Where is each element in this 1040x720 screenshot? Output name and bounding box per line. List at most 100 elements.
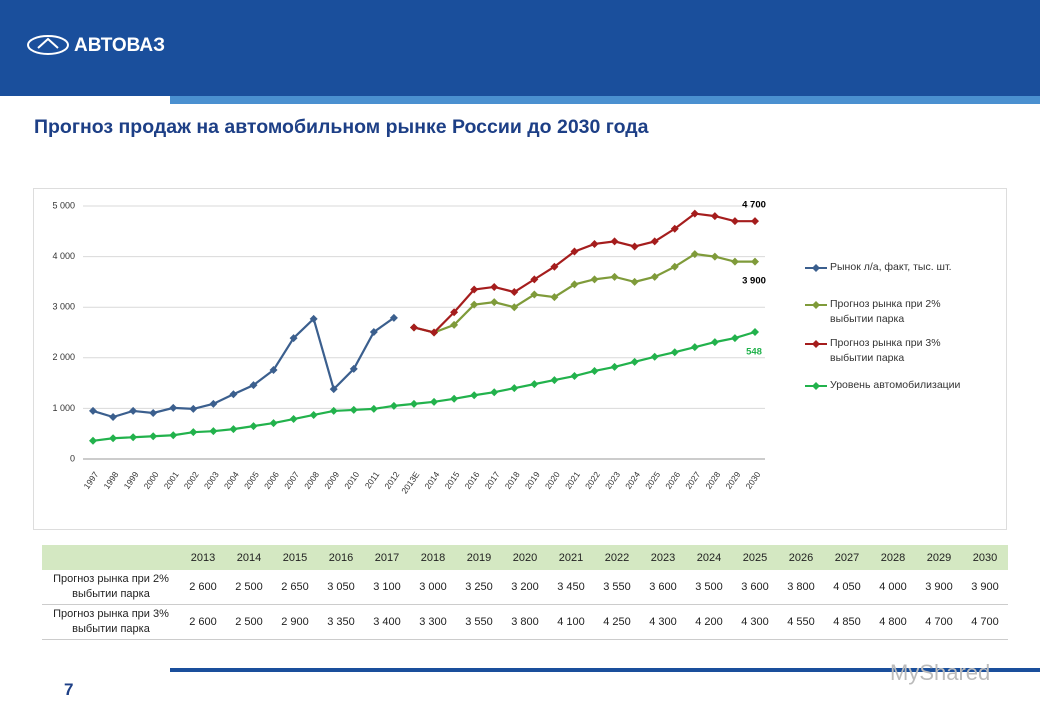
marker xyxy=(690,209,699,218)
legend-marker xyxy=(812,340,820,348)
column-header: 2024 xyxy=(686,545,732,570)
annotation: 3 900 xyxy=(742,276,766,287)
series-line xyxy=(413,252,755,334)
cell: 3 050 xyxy=(327,581,355,593)
legend-marker xyxy=(812,264,820,272)
marker xyxy=(430,328,439,337)
cell: 4 700 xyxy=(925,616,953,628)
title: Прогноз продаж на автомобильном рынке Ро… xyxy=(34,116,649,138)
x-tick-label: 2014 xyxy=(422,469,441,490)
legend-marker xyxy=(812,301,820,309)
x-tick-label: 2012 xyxy=(382,469,401,490)
column-header: 2028 xyxy=(870,545,916,570)
annotation: 4 700 xyxy=(742,200,766,211)
column-header: 2021 xyxy=(548,545,594,570)
x-tick-label: 2028 xyxy=(703,469,722,490)
cell: 3 600 xyxy=(649,581,677,593)
y-tick-label: 2 000 xyxy=(52,352,75,362)
marker xyxy=(129,406,138,415)
x-tick-label: 1998 xyxy=(101,469,120,490)
x-tick-label: 2010 xyxy=(342,469,361,490)
cell: 4 000 xyxy=(879,581,907,593)
marker xyxy=(189,428,198,437)
legend-label: Прогноз рынка при 2% выбытии парка xyxy=(830,298,941,325)
x-tick-label: 2016 xyxy=(463,469,482,490)
marker xyxy=(610,362,619,371)
marker xyxy=(490,298,499,307)
series-line xyxy=(92,330,756,442)
marker xyxy=(329,406,338,415)
x-tick-label: 2017 xyxy=(483,469,502,490)
marker xyxy=(690,250,699,259)
marker xyxy=(670,224,679,233)
cell: 2 500 xyxy=(235,581,263,593)
x-tick-label: 2001 xyxy=(162,469,181,490)
marker xyxy=(309,314,318,323)
x-tick-label: 1997 xyxy=(81,469,100,490)
cell: 2 600 xyxy=(189,581,217,593)
column-header: 2022 xyxy=(594,545,640,570)
column-header: 2029 xyxy=(916,545,962,570)
x-tick-label: 2024 xyxy=(623,469,642,490)
x-tick-label: 2023 xyxy=(603,469,622,490)
x-tick-label: 2019 xyxy=(523,469,542,490)
y-tick-label: 5 000 xyxy=(52,200,75,210)
marker xyxy=(269,365,278,374)
column-header: 2015 xyxy=(272,545,318,570)
marker xyxy=(470,391,479,400)
marker xyxy=(289,334,298,343)
marker xyxy=(169,431,178,440)
x-tick-label: 2020 xyxy=(543,469,562,490)
cell: 3 550 xyxy=(465,616,493,628)
y-tick-label: 4 000 xyxy=(52,251,75,261)
series-line xyxy=(92,316,395,419)
marker xyxy=(751,327,759,336)
marker xyxy=(590,275,599,284)
x-tick-label: 2008 xyxy=(302,469,321,490)
marker xyxy=(229,425,238,434)
marker xyxy=(409,323,418,332)
cell: 4 250 xyxy=(603,616,631,628)
marker xyxy=(269,419,278,428)
column-header: 2017 xyxy=(364,545,410,570)
marker xyxy=(209,427,218,436)
marker xyxy=(169,403,178,412)
marker xyxy=(249,422,258,431)
marker xyxy=(690,343,699,352)
marker xyxy=(530,275,539,284)
marker xyxy=(149,408,158,417)
legend-label: Прогноз рынка при 3% выбытии парка xyxy=(830,337,941,364)
table-wrap: 2013 2014 2015 2016 2017 2018 2019 2020 2021 2022… xyxy=(42,545,1008,640)
cell: 4 550 xyxy=(787,616,815,628)
row-label: Прогноз рынка при 3% выбытии парка xyxy=(53,608,169,635)
cell: 2 900 xyxy=(281,616,309,628)
cell: 4 850 xyxy=(833,616,861,628)
marker xyxy=(530,290,539,299)
marker xyxy=(349,405,358,414)
marker xyxy=(450,394,459,403)
marker xyxy=(730,334,739,343)
cell: 2 650 xyxy=(281,581,309,593)
footer-line xyxy=(170,668,1040,672)
page-number: 7 xyxy=(64,680,74,699)
x-tick-label: 2000 xyxy=(142,469,161,490)
marker xyxy=(550,262,559,271)
column-header: 2014 xyxy=(226,545,272,570)
marker xyxy=(510,303,519,312)
column-header: 2027 xyxy=(824,545,870,570)
marker xyxy=(570,247,579,256)
x-tick-label: 2002 xyxy=(182,469,201,490)
marker xyxy=(329,385,338,394)
x-tick-label: 2007 xyxy=(282,469,301,490)
column-header: 2023 xyxy=(640,545,686,570)
cell: 3 500 xyxy=(695,581,723,593)
marker xyxy=(450,320,459,329)
x-tick-label: 2025 xyxy=(643,469,662,490)
cell: 3 200 xyxy=(511,581,539,593)
x-tick-label: 2030 xyxy=(743,469,762,490)
table-row: Прогноз рынка при 2% выбытии парка 2 600 2… xyxy=(42,570,1008,605)
marker xyxy=(389,313,398,322)
legend-label: Уровень автомобилизации xyxy=(830,379,961,391)
cell: 3 000 xyxy=(419,581,447,593)
